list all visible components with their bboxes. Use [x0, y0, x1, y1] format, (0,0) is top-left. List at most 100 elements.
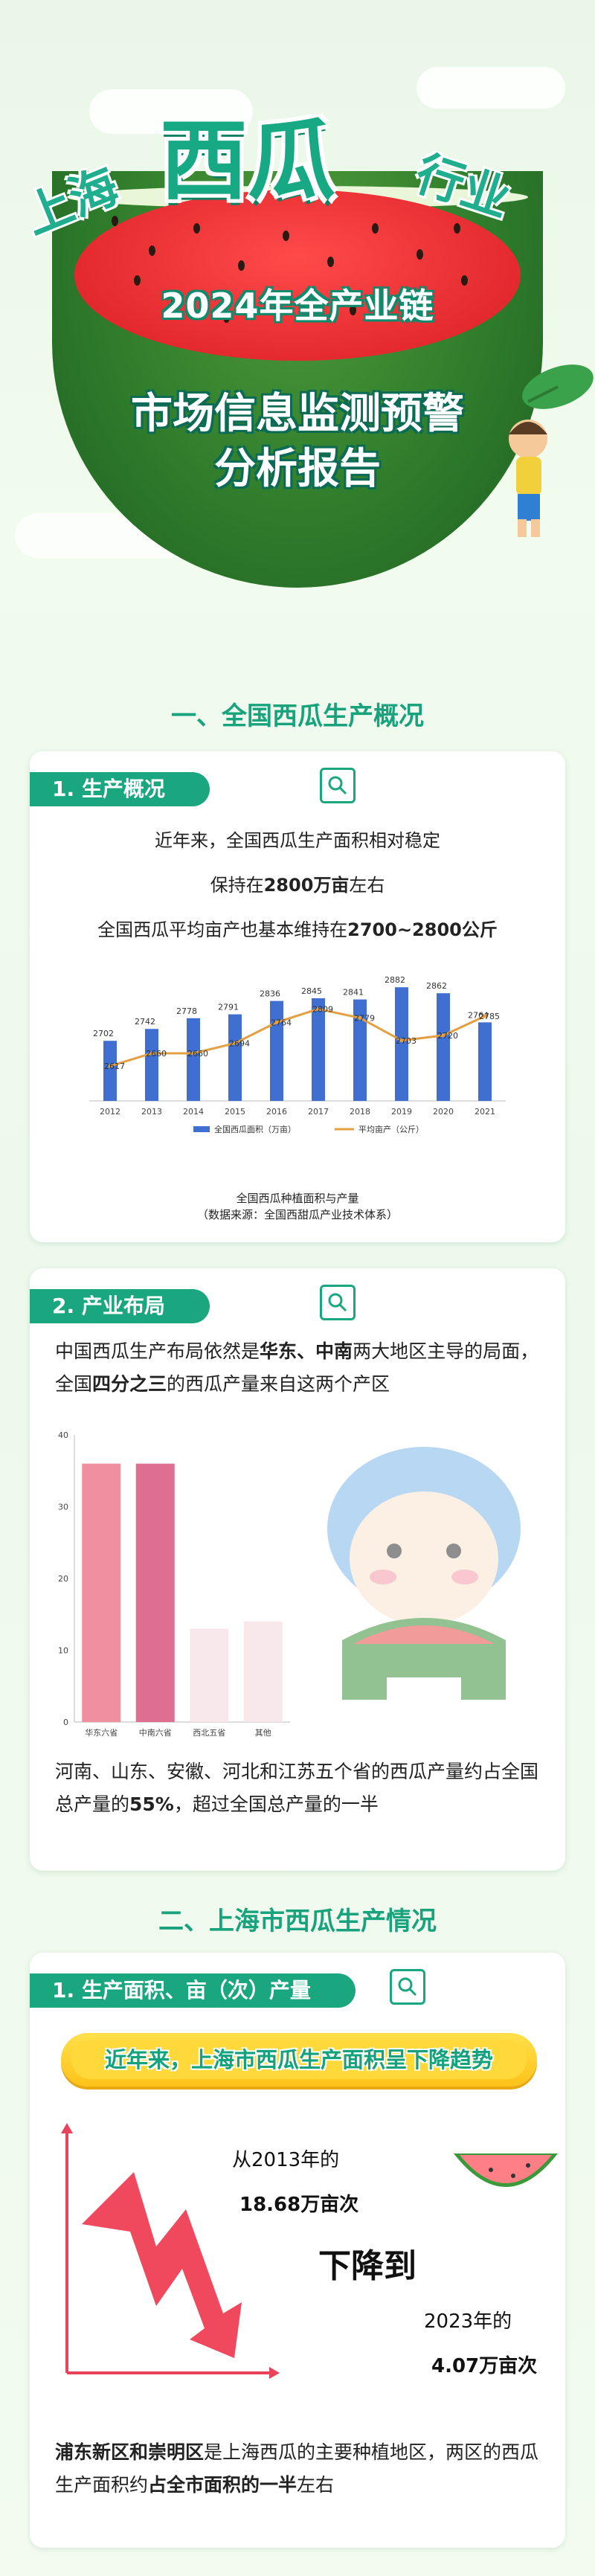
- area-label: 2791: [218, 1003, 239, 1012]
- seed: [372, 223, 379, 234]
- search-icon: [398, 1977, 417, 1997]
- area-label: 2702: [93, 1029, 114, 1038]
- to-value: 4.07万亩次: [431, 2355, 538, 2377]
- area-bar: [228, 1014, 242, 1101]
- area-label: 2778: [176, 1006, 197, 1016]
- search-button[interactable]: [320, 768, 356, 803]
- y-tick: 0: [63, 1718, 68, 1727]
- year-tick: 2013: [141, 1107, 162, 1117]
- seed: [223, 312, 230, 323]
- yield-point: [108, 1064, 112, 1068]
- overview-line2-pre: 保持在: [210, 875, 264, 896]
- decline-word: 下降到: [318, 2247, 416, 2285]
- yield-label: 2809: [312, 1004, 333, 1014]
- legend-yield-label: 平均亩产（公斤）: [358, 1124, 424, 1134]
- yield-label: 2785: [479, 1012, 500, 1021]
- shanghai-paragraph: 浦东新区和崇明区是上海西瓜的主要种植地区，两区的西瓜生产面积约占全市面积的一半左…: [55, 2436, 546, 2502]
- hero-report-line2: 分析报告: [214, 445, 381, 493]
- watermelon-slice-icon: [454, 2153, 558, 2187]
- area-label: 2836: [260, 989, 280, 999]
- layout-paragraph1: 中国西瓜生产布局依然是华东、中南两大地区主导的局面，全国四分之三的西瓜产量来自这…: [55, 1335, 546, 1401]
- tab-production-overview: 1. 生产概况: [30, 772, 210, 806]
- yield-point: [399, 1038, 404, 1043]
- section1-title: 一、全国西瓜生产概况: [171, 701, 424, 731]
- layout-threequarter-highlight: 四分之三: [92, 1373, 167, 1395]
- area-bar: [187, 1018, 200, 1101]
- national-area-yield-chart: 2702 2012 2742 2013 2778 2014 2791 2015 2836 2016…: [89, 975, 506, 1134]
- yield-point: [483, 1014, 487, 1018]
- region-tick: 西北五省: [193, 1728, 225, 1738]
- overview-line3-pre: 全国西瓜平均亩产也基本维持在: [97, 919, 348, 940]
- year-tick: 2012: [100, 1107, 120, 1117]
- shanghai-para-post: 左右: [297, 2474, 335, 2496]
- search-button[interactable]: [390, 1969, 425, 2005]
- legend-area-label: 全国西瓜面积（万亩）: [214, 1124, 296, 1134]
- search-button[interactable]: [320, 1285, 356, 1320]
- yield-label: 2764: [271, 1018, 292, 1027]
- yield-point: [149, 1051, 154, 1056]
- area-bar: [437, 993, 450, 1101]
- from-year-label: 从2013年的: [232, 2149, 340, 2171]
- layout-south-highlight: 中南: [315, 1340, 353, 1362]
- area-label: 2882: [385, 975, 405, 985]
- layout-para1-pre: 中国西瓜生产布局依然是: [55, 1340, 260, 1362]
- layout-east-highlight: 华东: [260, 1340, 298, 1362]
- year-tick: 2017: [308, 1107, 329, 1117]
- year-tick: 2015: [225, 1107, 245, 1117]
- yield-label: 2694: [229, 1038, 250, 1048]
- pudong-chongming-highlight: 浦东新区和崇明区: [55, 2441, 205, 2463]
- half-area-highlight: 占全市面积的一半: [148, 2474, 298, 2496]
- tab-industry-layout: 2. 产业布局: [30, 1289, 210, 1323]
- area-bar: [103, 1041, 117, 1101]
- seed: [134, 275, 141, 286]
- hero-subtitle: 2024年全产业链: [161, 286, 434, 326]
- card-production-overview: 1. 生产概况 近年来，全国西瓜生产面积相对稳定 保持在2800万亩左右 全国西…: [30, 751, 565, 1242]
- overview-line1: 近年来，全国西瓜生产面积相对稳定: [155, 830, 440, 851]
- year-tick: 2020: [433, 1107, 454, 1117]
- yield-label: 2720: [437, 1031, 458, 1041]
- yield-label: 2660: [187, 1049, 208, 1059]
- to-year-label: 2023年的: [424, 2310, 512, 2333]
- tab-production-area-yield: 1. 生产面积、亩（次）产量: [30, 1973, 356, 2008]
- seed: [149, 245, 155, 256]
- seed: [454, 223, 460, 234]
- year-tick: 2016: [266, 1107, 287, 1117]
- overview-yield-highlight: 2700~2800公斤: [347, 919, 498, 940]
- hero-banner: 上海 西瓜 行业 2024年全产业链 市场信息监测预警 分析报告: [0, 0, 595, 595]
- yield-label: 2617: [104, 1061, 125, 1071]
- seed: [112, 216, 118, 226]
- legend-area-swatch: [193, 1126, 210, 1132]
- year-tick: 2014: [183, 1107, 204, 1117]
- yield-line: [109, 1007, 486, 1067]
- yield-point: [191, 1051, 196, 1056]
- seed: [416, 249, 423, 260]
- watermelon-flesh: [74, 190, 521, 361]
- seed: [193, 223, 200, 234]
- section2-title: 二、上海市西瓜生产情况: [158, 1907, 437, 1936]
- trend-banner: 近年来，上海市西瓜生产面积呈下降趋势: [61, 2033, 537, 2087]
- year-tick: 2021: [475, 1107, 495, 1117]
- region-bar: [135, 1463, 175, 1722]
- cloud-decoration: [416, 67, 565, 109]
- section1-heading: 一、全国西瓜生产概况: [0, 696, 595, 732]
- decline-arrow-illustration: [61, 2123, 280, 2379]
- hero-report-line1: 市场信息监测预警: [131, 390, 464, 438]
- layout-para1-mid: 两大地区主导的局面，全国: [55, 1340, 539, 1395]
- area-bar: [312, 998, 325, 1101]
- region-bar: [243, 1621, 283, 1722]
- layout-para2-post: ，超过全国总产量的一半: [173, 1793, 379, 1815]
- y-tick: 10: [58, 1646, 68, 1656]
- trend-banner-text: 近年来，上海市西瓜生产面积呈下降趋势: [71, 2040, 527, 2079]
- overview-line2: 保持在2800万亩左右: [30, 870, 565, 896]
- from-value: 18.68万亩次: [239, 2194, 359, 2216]
- area-label: 2841: [343, 988, 364, 998]
- cloud-decoration: [89, 89, 253, 134]
- card-industry-layout: 2. 产业布局 中国西瓜生产布局依然是华东、中南两大地区主导的局面，全国四分之三…: [30, 1268, 565, 1871]
- region-bar: [82, 1463, 121, 1722]
- y-tick: 40: [58, 1430, 68, 1440]
- layout-55-highlight: 55%: [129, 1793, 174, 1815]
- seed: [350, 305, 356, 315]
- year-tick: 2019: [391, 1107, 412, 1117]
- yield-point: [233, 1041, 237, 1045]
- regional-share-chart: 0 10 20 30 40 华东六省 中南六省 西北五省 其他: [58, 1430, 290, 1738]
